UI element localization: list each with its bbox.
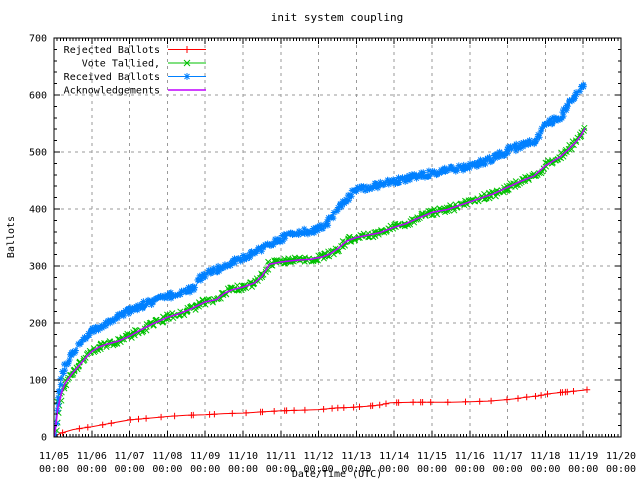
axes: 11/05 00:00 11/06 00:00 11/07 00:00 11/08 00:00… [29, 34, 636, 476]
x-tick-time-11-17: 00:00 [493, 464, 523, 475]
legend-marker-rejected-ballots-plus-icon [183, 46, 191, 53]
x-tick-time-11-16: 00:00 [455, 464, 485, 475]
y-tick-300: 300 [29, 262, 47, 273]
legend-item-acknowledgements: Acknowledgements [64, 86, 206, 97]
x-tick-time-11-08: 00:00 [152, 464, 182, 475]
series-vote-tallied [54, 124, 588, 437]
legend-label-acknowledgements: Acknowledgements [64, 86, 160, 97]
series-rejected-ballots [54, 386, 591, 437]
plot-border [53, 37, 622, 438]
y-tick-200: 200 [29, 319, 47, 330]
x-tick-time-11-15: 00:00 [417, 464, 447, 475]
legend-marker-vote-tallied-cross-icon [183, 59, 191, 67]
series-markers-rejected-ballots [54, 386, 591, 437]
x-tick-time-11-19: 00:00 [568, 464, 598, 475]
x-tick-time-11-05: 00:00 [39, 464, 69, 475]
x-tick-date-11-18: 11/18 [530, 451, 560, 462]
legend-marker-received-ballots-asterisk-icon [183, 73, 191, 80]
legend-label-received-ballots: Received Ballots [64, 72, 160, 83]
y-tick-100: 100 [29, 376, 47, 387]
y-tick-600: 600 [29, 91, 47, 102]
x-tick-time-11-12: 00:00 [304, 464, 334, 475]
x-tick-time-11-11: 00:00 [266, 464, 296, 475]
x-tick-date-11-11: 11/11 [266, 451, 296, 462]
data-series [54, 81, 591, 437]
series-line-vote-tallied [54, 127, 586, 437]
series-markers-vote-tallied [54, 124, 588, 437]
x-tick-date-11-16: 11/16 [455, 451, 485, 462]
x-tick-date-11-07: 11/07 [115, 451, 145, 462]
y-tick-500: 500 [29, 148, 47, 159]
x-tick-date-11-12: 11/12 [304, 451, 334, 462]
x-tick-date-11-19: 11/19 [568, 451, 598, 462]
y-axis-label: Ballots [6, 216, 17, 258]
legend-item-rejected-ballots: Rejected Ballots [64, 45, 206, 56]
x-tick-time-11-18: 00:00 [530, 464, 560, 475]
x-tick-time-11-06: 00:00 [77, 464, 107, 475]
series-line-received-ballots [54, 82, 586, 437]
legend-item-vote-tallied: Vote Tallied, [82, 59, 206, 70]
x-tick-time-11-13: 00:00 [341, 464, 371, 475]
x-tick-date-11-09: 11/09 [190, 451, 220, 462]
x-tick-date-11-14: 11/14 [379, 451, 409, 462]
x-tick-date-11-05: 11/05 [39, 451, 69, 462]
y-tick-0: 0 [41, 433, 47, 444]
x-tick-date-11-08: 11/08 [152, 451, 182, 462]
grid [54, 38, 621, 437]
x-tick-date-11-10: 11/10 [228, 451, 258, 462]
x-tick-date-11-20: 11/20 [606, 451, 636, 462]
legend-label-rejected-ballots: Rejected Ballots [64, 45, 160, 56]
x-tick-date-11-06: 11/06 [77, 451, 107, 462]
x-tick-date-11-15: 11/15 [417, 451, 447, 462]
x-tick-time-11-20: 00:00 [606, 464, 636, 475]
y-tick-400: 400 [29, 205, 47, 216]
x-tick-date-11-17: 11/17 [493, 451, 523, 462]
x-tick-date-11-13: 11/13 [341, 451, 371, 462]
x-tick-time-11-07: 00:00 [115, 464, 145, 475]
y-tick-700: 700 [29, 34, 47, 45]
x-axis-label: Date/Time (UTC) [292, 469, 382, 480]
x-tick-time-11-14: 00:00 [379, 464, 409, 475]
x-tick-time-11-10: 00:00 [228, 464, 258, 475]
legend-label-vote-tallied: Vote Tallied, [82, 59, 160, 70]
series-acknowledgements [54, 127, 586, 437]
x-tick-time-11-09: 00:00 [190, 464, 220, 475]
legend: Rejected Ballots Vote Tallied, Received Ba… [64, 45, 206, 97]
legend-item-received-ballots: Received Ballots [64, 72, 206, 83]
chart-title: init system coupling [271, 11, 403, 24]
axis-ticks [53, 37, 622, 438]
grid-lines [54, 38, 621, 437]
series-line-acknowledgements [54, 127, 586, 437]
